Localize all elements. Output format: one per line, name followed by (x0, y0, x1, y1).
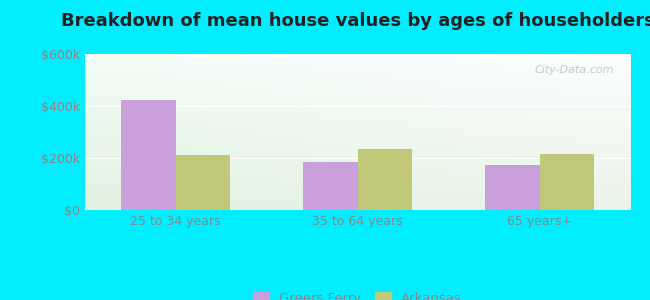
Bar (540, 154, 594, 210)
Text: City-Data.com: City-Data.com (534, 65, 614, 75)
Bar (485, 164, 540, 210)
Bar (121, 100, 176, 210)
Bar (358, 149, 412, 210)
Bar (176, 155, 230, 210)
Legend: Greers Ferry, Arkansas: Greers Ferry, Arkansas (248, 287, 467, 300)
Title: Breakdown of mean house values by ages of householders: Breakdown of mean house values by ages o… (60, 12, 650, 30)
Bar (303, 162, 358, 210)
